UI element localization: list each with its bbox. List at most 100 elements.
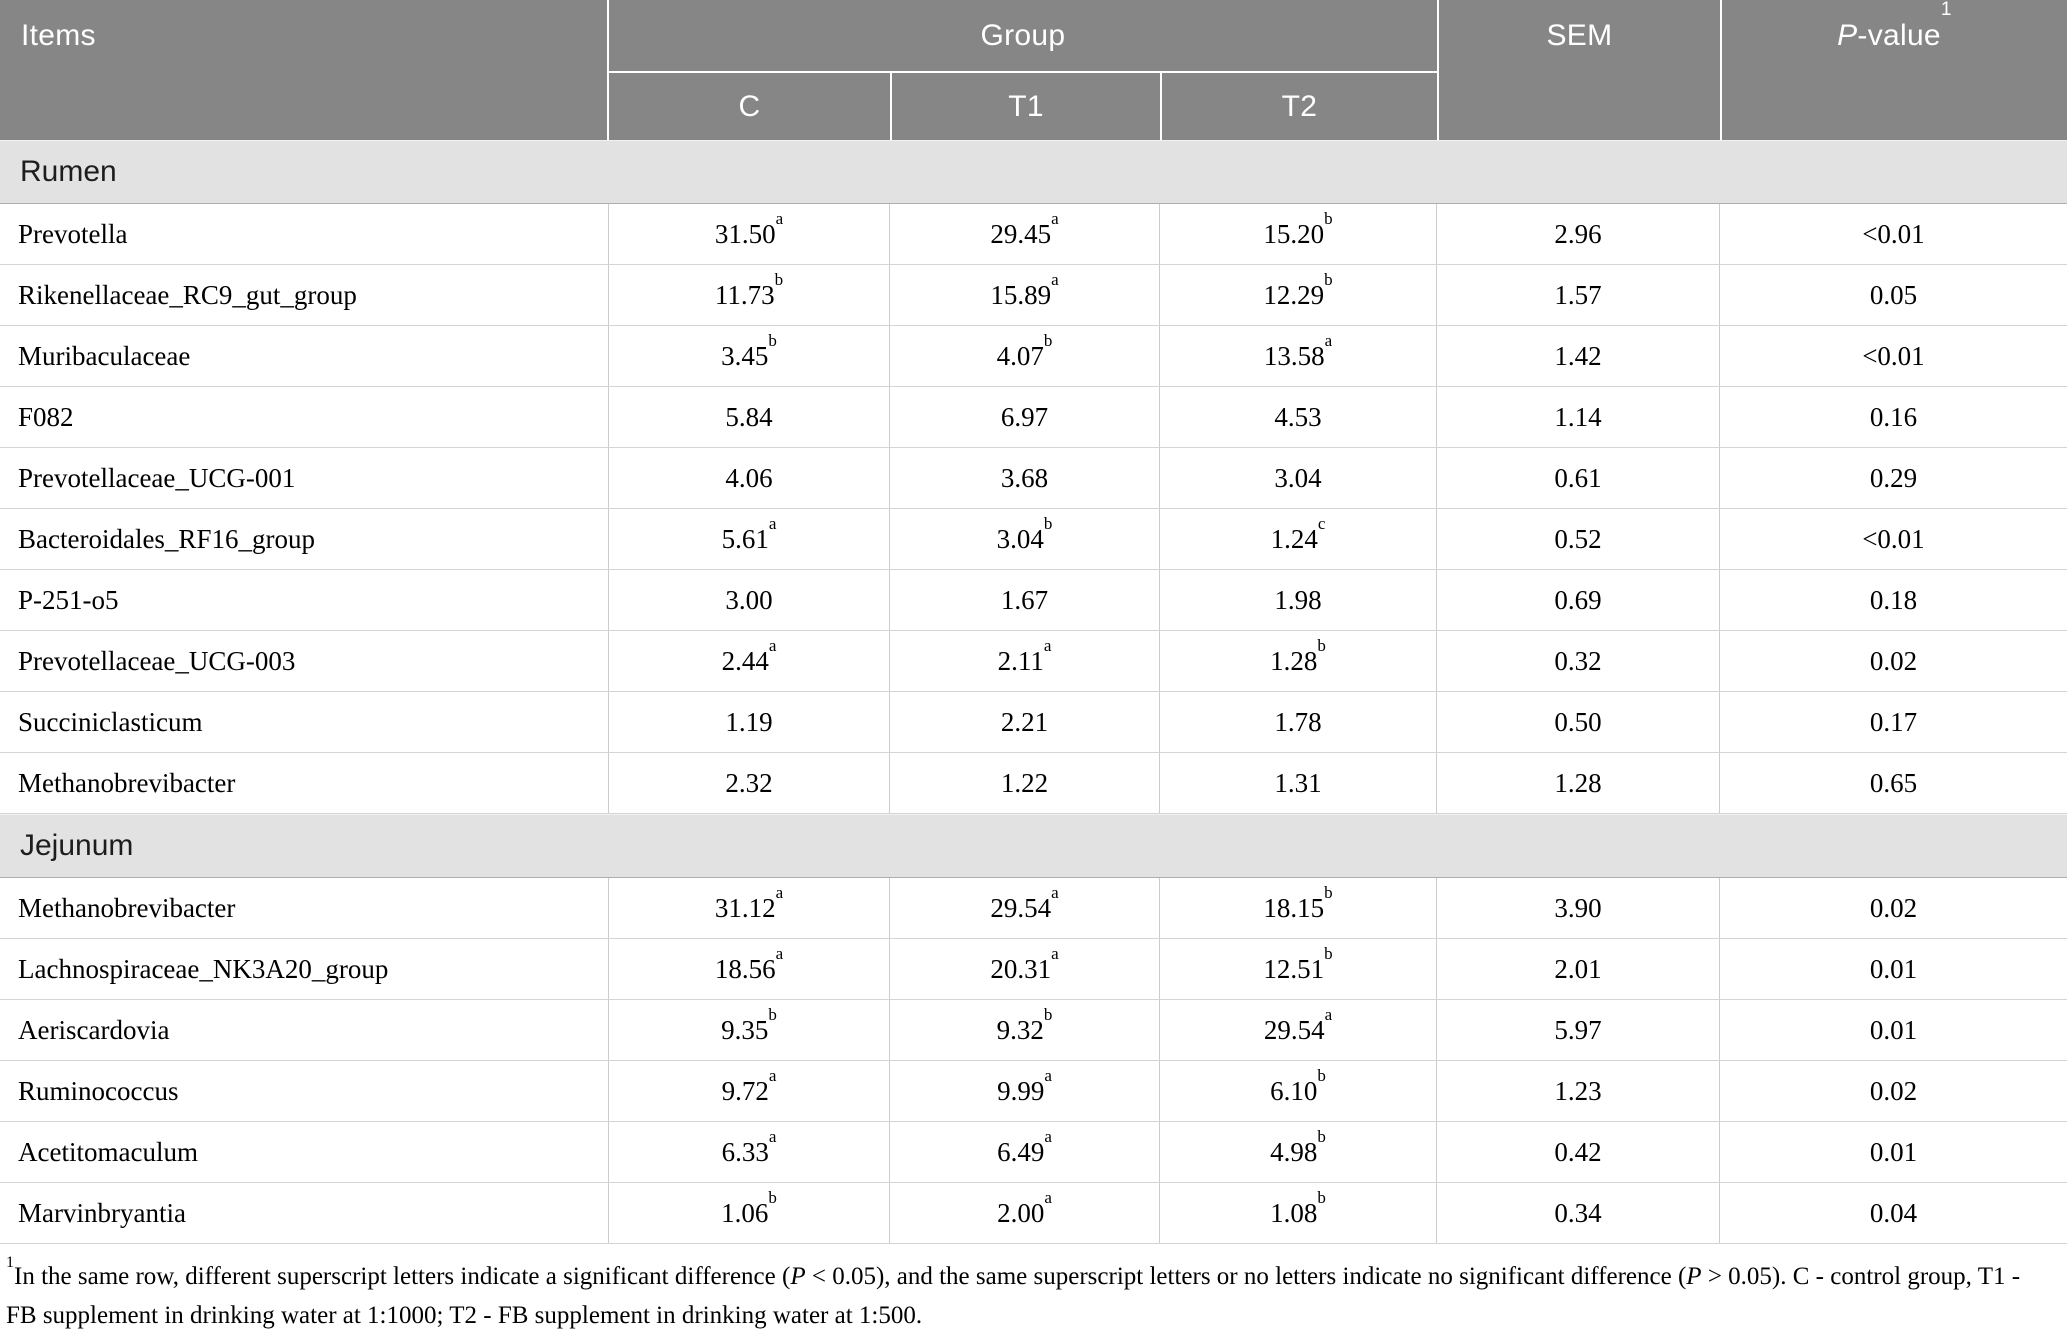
item-name: Prevotellaceae_UCG-003: [18, 645, 296, 676]
section-header-row: Jejunum: [0, 814, 2067, 878]
item-name-cell: Acetitomaculum: [0, 1122, 609, 1182]
cell-value: 2.96: [1554, 218, 1602, 249]
significance-superscript: a: [1051, 269, 1059, 289]
group-t2-cell: 1.08b: [1160, 1183, 1437, 1243]
table-row: Prevotella 31.50a 29.45a 15.20b 2.96 <0.01: [0, 204, 2067, 265]
item-name: Marvinbryantia: [18, 1197, 186, 1228]
group-t1-cell: 1.67: [890, 570, 1160, 630]
sem-cell: 2.01: [1437, 939, 1720, 999]
column-header-items: Items: [0, 0, 609, 140]
cell-value: 3.68: [1000, 462, 1049, 493]
significance-superscript: b: [768, 330, 777, 350]
pvalue-cell: 0.16: [1720, 387, 2067, 447]
table-footnote: 1In the same row, different superscript …: [0, 1244, 2067, 1335]
cell-value: 0.18: [1869, 584, 1918, 615]
significance-superscript: b: [1043, 330, 1053, 350]
group-t1-cell: 4.07b: [890, 326, 1160, 386]
group-t1-cell: 29.45a: [890, 204, 1160, 264]
cell-value: 1.23: [1554, 1075, 1602, 1106]
column-header-c: C: [738, 89, 761, 123]
column-header-sem: SEM: [1436, 0, 1720, 140]
cell-value: 0.17: [1869, 706, 1918, 737]
cell-value: 5.97: [1554, 1014, 1602, 1045]
item-name-cell: Prevotellaceae_UCG-001: [0, 448, 609, 508]
item-name: Aeriscardovia: [18, 1014, 170, 1045]
item-name: Rikenellaceae_RC9_gut_group: [18, 279, 357, 310]
group-c-cell: 3.00: [609, 570, 891, 630]
cell-value: 18.15b: [1263, 882, 1333, 923]
table-row: Succiniclasticum 1.19 2.21 1.78 0.50 0.17: [0, 692, 2067, 753]
pvalue-rest: -value: [1857, 19, 1941, 52]
group-c-cell: 6.33a: [609, 1122, 891, 1182]
cell-value: 3.00: [725, 584, 773, 615]
cell-value: 9.35b: [721, 1004, 777, 1045]
significance-superscript: b: [1324, 208, 1333, 228]
cell-value: 0.04: [1869, 1197, 1918, 1228]
item-name: Ruminococcus: [18, 1075, 179, 1106]
cell-value: 29.54a: [990, 882, 1059, 923]
group-t1-cell: 2.11a: [890, 631, 1160, 691]
cell-value: <0.01: [1862, 340, 1925, 371]
cell-value: 9.99a: [997, 1065, 1052, 1106]
significance-superscript: a: [1044, 1126, 1052, 1146]
cell-value: 2.11a: [997, 635, 1052, 676]
group-c-cell: 3.45b: [609, 326, 891, 386]
pvalue-cell: 0.02: [1720, 631, 2067, 691]
cell-value: <0.01: [1862, 218, 1925, 249]
item-name-cell: Prevotella: [0, 204, 609, 264]
group-c-cell: 1.19: [609, 692, 891, 752]
cell-value: 0.69: [1554, 584, 1602, 615]
significance-superscript: a: [1324, 1004, 1333, 1024]
cell-value: 3.04b: [996, 513, 1053, 554]
cell-value: 1.28b: [1270, 635, 1326, 676]
group-t1-cell: 29.54a: [890, 878, 1160, 938]
group-c-cell: 11.73b: [609, 265, 891, 325]
item-name-cell: Aeriscardovia: [0, 1000, 609, 1060]
cell-value: 1.22: [1000, 767, 1049, 798]
significance-superscript: a: [775, 208, 784, 228]
group-t2-cell: 6.10b: [1160, 1061, 1437, 1121]
cell-value: 1.31: [1274, 767, 1322, 798]
sem-cell: 1.57: [1437, 265, 1720, 325]
sem-cell: 1.28: [1437, 753, 1720, 813]
cell-value: 29.45a: [990, 208, 1059, 249]
footnote-text: In the same row, different superscript l…: [14, 1263, 791, 1290]
sem-cell: 3.90: [1437, 878, 1720, 938]
significance-superscript: a: [1324, 330, 1333, 350]
group-t2-cell: 12.29b: [1160, 265, 1437, 325]
pvalue-cell: 0.01: [1720, 1000, 2067, 1060]
column-header-t2: T2: [1159, 73, 1437, 140]
table-row: Acetitomaculum 6.33a 6.49a 4.98b 0.42 0.01: [0, 1122, 2067, 1183]
significance-superscript: a: [775, 943, 784, 963]
item-name: Methanobrevibacter: [18, 767, 236, 798]
significance-superscript: b: [1317, 1187, 1326, 1207]
table-row: Methanobrevibacter 31.12a 29.54a 18.15b 3.90…: [0, 878, 2067, 939]
group-t1-cell: 2.00a: [890, 1183, 1160, 1243]
cell-value: 2.01: [1554, 953, 1602, 984]
cell-value: 0.42: [1554, 1136, 1602, 1167]
group-t1-cell: 9.99a: [890, 1061, 1160, 1121]
item-name-cell: Bacteroidales_RF16_group: [0, 509, 609, 569]
significance-superscript: b: [1043, 1004, 1053, 1024]
cell-value: 1.28: [1554, 767, 1602, 798]
significance-superscript: b: [768, 1004, 777, 1024]
group-t1-cell: 6.97: [890, 387, 1160, 447]
group-c-cell: 31.50a: [609, 204, 891, 264]
table-row: F082 5.84 6.97 4.53 1.14 0.16: [0, 387, 2067, 448]
cell-value: 15.89a: [990, 269, 1059, 310]
significance-superscript: b: [768, 1187, 777, 1207]
cell-value: 3.04: [1274, 462, 1322, 493]
cell-value: 0.02: [1869, 645, 1918, 676]
group-t2-cell: 1.31: [1160, 753, 1437, 813]
cell-value: 1.57: [1554, 279, 1602, 310]
item-name: P-251-o5: [18, 584, 119, 615]
cell-value: 0.01: [1869, 1136, 1918, 1167]
cell-value: 0.02: [1869, 892, 1918, 923]
group-t1-cell: 6.49a: [890, 1122, 1160, 1182]
group-t1-cell: 1.22: [890, 753, 1160, 813]
section-label: Jejunum: [20, 829, 134, 862]
group-t2-cell: 1.98: [1160, 570, 1437, 630]
group-t1-cell: 3.68: [890, 448, 1160, 508]
cell-value: 2.44a: [721, 635, 777, 676]
